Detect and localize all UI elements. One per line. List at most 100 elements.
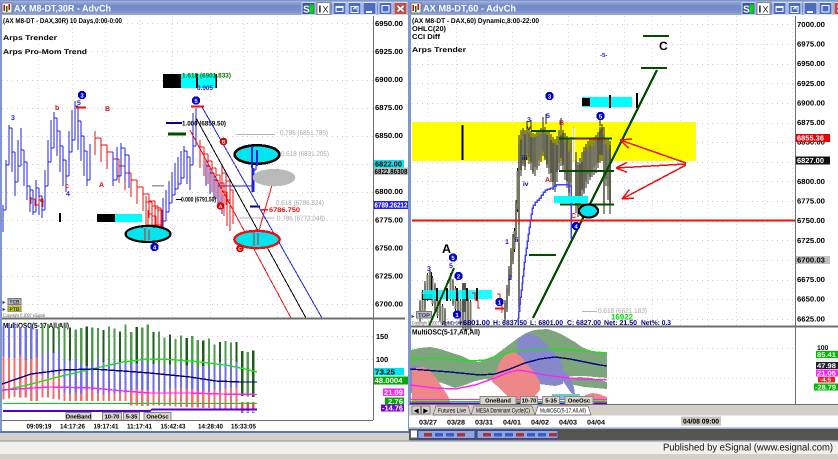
svg-text:a: a: [40, 197, 44, 204]
svg-text:◀: ◀: [413, 408, 419, 415]
svg-text:0.905: 0.905: [197, 85, 213, 92]
svg-text:11:17:41: 11:17:41: [127, 424, 152, 431]
svg-text:6950.00: 6950.00: [797, 59, 825, 68]
svg-text:6875.00: 6875.00: [797, 118, 825, 127]
svg-text:iii: iii: [522, 155, 528, 162]
svg-text:4: 4: [66, 191, 70, 198]
svg-text:5: 5: [449, 263, 453, 270]
svg-text:2: 2: [457, 273, 461, 280]
svg-text:OHLC(20): OHLC(20): [412, 25, 446, 33]
svg-text:H: 6837.50: H: 6837.50: [493, 320, 527, 327]
svg-text:6800.00: 6800.00: [797, 177, 825, 186]
svg-text:B: B: [222, 140, 226, 146]
svg-text:5: 5: [194, 98, 198, 105]
svg-text:Copyright © 2007 eSignal: Copyright © 2007 eSignal: [3, 313, 45, 319]
svg-text:-14.76: -14.76: [382, 404, 403, 413]
svg-text:15:33:05: 15:33:05: [231, 424, 256, 431]
svg-text:3: 3: [427, 266, 431, 273]
svg-text:6700.00: 6700.00: [375, 299, 403, 308]
svg-text:73.25: 73.25: [375, 368, 395, 377]
svg-text:48.0004: 48.0004: [375, 376, 404, 385]
svg-text:OneBand: OneBand: [485, 398, 511, 405]
svg-text:CCI Diff: CCI Diff: [412, 33, 441, 41]
svg-text:10-70: 10-70: [105, 414, 120, 421]
svg-text:MESA Dominant Cycle(C): MESA Dominant Cycle(C): [476, 408, 530, 415]
svg-text:A: A: [545, 177, 550, 184]
svg-text:150: 150: [376, 332, 388, 341]
svg-text:B: B: [105, 106, 110, 113]
svg-text:A: A: [442, 242, 451, 256]
svg-text:6850.00: 6850.00: [797, 138, 825, 147]
svg-text:▶: ▶: [412, 314, 416, 319]
svg-text:21.09: 21.09: [384, 388, 403, 397]
svg-text:5: 5: [599, 113, 603, 120]
svg-text:5-35: 5-35: [545, 398, 557, 405]
svg-text:3: 3: [80, 92, 84, 99]
svg-text:Futures Live: Futures Live: [438, 408, 466, 415]
svg-text:4: 4: [574, 223, 578, 230]
svg-text:2: 2: [508, 275, 512, 282]
svg-text:OneOsc: OneOsc: [568, 398, 591, 405]
svg-text:6789.26212: 6789.26212: [375, 201, 408, 210]
svg-text:6875.00: 6875.00: [375, 103, 403, 112]
svg-text:09:09:19: 09:09:19: [27, 424, 52, 431]
svg-text:B: B: [559, 120, 564, 127]
svg-text:c: c: [65, 183, 69, 190]
svg-text:6822.86308: 6822.86308: [375, 167, 408, 176]
svg-text:S: S: [743, 5, 750, 16]
svg-text:6950.00: 6950.00: [375, 19, 403, 28]
svg-text:1.618 (6901.833): 1.618 (6901.833): [182, 73, 231, 80]
svg-text:6900.00: 6900.00: [797, 98, 825, 107]
svg-text:14:28:40: 14:28:40: [198, 424, 223, 431]
svg-text:15:42:43: 15:42:43: [161, 424, 186, 431]
svg-text:D: 6:01+14H: D: 6:01+14H: [443, 321, 462, 327]
svg-text:6975.00: 6975.00: [797, 40, 825, 49]
svg-text:6900.00: 6900.00: [375, 75, 403, 84]
svg-text:C: C: [571, 213, 576, 220]
svg-text:10-70: 10-70: [522, 398, 537, 405]
svg-text:AX M8-DT,60 - AdvCh: AX M8-DT,60 - AdvCh: [423, 4, 516, 15]
svg-text:04/04: 04/04: [587, 420, 605, 427]
svg-text:6650.00: 6650.00: [797, 295, 825, 304]
svg-text:iv: iv: [523, 181, 529, 188]
svg-text:1: 1: [505, 239, 509, 246]
svg-text:85.41: 85.41: [817, 352, 836, 359]
svg-text:0.786 (6851.785): 0.786 (6851.785): [280, 129, 328, 137]
svg-text:6925.00: 6925.00: [375, 47, 403, 56]
svg-text:S: S: [303, 5, 310, 16]
svg-text:(AX M8-DT - DAX,30R) 10 Days,0: (AX M8-DT - DAX,30R) 10 Days,0:00-0:00: [3, 17, 122, 25]
svg-text:04/08 09:00: 04/08 09:00: [683, 419, 719, 426]
svg-text:-4.5: -4.5: [820, 378, 831, 384]
svg-text:5: 5: [451, 255, 455, 262]
svg-text:▶: ▶: [422, 408, 428, 415]
svg-text:6800.00: 6800.00: [375, 187, 403, 196]
svg-text:3: 3: [548, 93, 552, 100]
svg-text:5: 5: [546, 113, 550, 120]
svg-text:6625.00: 6625.00: [797, 314, 825, 323]
svg-text:6725.00: 6725.00: [375, 271, 403, 280]
svg-text:03/28: 03/28: [447, 420, 465, 427]
svg-text:C: 6827.00: C: 6827.00: [567, 320, 601, 327]
svg-text:OneOsc: OneOsc: [146, 414, 169, 421]
svg-text:6775.00: 6775.00: [375, 215, 403, 224]
svg-text:14:17:26: 14:17:26: [60, 424, 85, 431]
svg-text:-5-: -5-: [600, 52, 607, 59]
svg-text:X: X: [763, 5, 769, 15]
svg-text:0.618 (6831.205): 0.618 (6831.205): [281, 150, 329, 158]
svg-text:b: b: [55, 104, 59, 112]
svg-text:ii: ii: [515, 237, 519, 244]
svg-text:-28.79: -28.79: [815, 385, 836, 392]
svg-text:▶: ▶: [3, 307, 7, 312]
svg-text:6801.00: 6801.00: [463, 320, 490, 327]
svg-text:3: 3: [11, 115, 15, 122]
svg-text:19:17:41: 19:17:41: [94, 424, 119, 431]
svg-text:TOP: TOP: [418, 313, 431, 319]
svg-text:L: 6801.00: L: 6801.00: [530, 320, 563, 327]
svg-text:A: A: [219, 204, 223, 210]
svg-text:Copyright © 2007 eSignal: Copyright © 2007 eSignal: [412, 321, 452, 327]
svg-text:C: C: [659, 39, 668, 53]
svg-text:16922: 16922: [611, 313, 634, 322]
svg-text:03/31: 03/31: [475, 420, 493, 427]
svg-text:100: 100: [817, 345, 829, 352]
svg-text:A: A: [99, 182, 104, 189]
